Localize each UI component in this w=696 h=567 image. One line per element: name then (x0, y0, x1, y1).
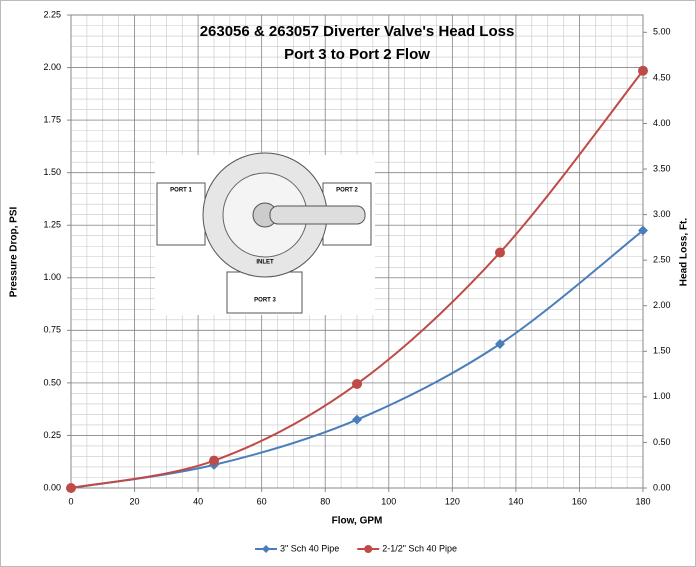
y-tick-label: 0.00 (43, 482, 61, 492)
y-tick-label: 0.75 (43, 325, 61, 335)
legend-label: 2-1/2" Sch 40 Pipe (382, 543, 457, 553)
x-tick-label: 60 (257, 496, 267, 506)
y2-tick-label: 4.00 (653, 118, 671, 128)
y-tick-label: 0.50 (43, 377, 61, 387)
y2-tick-label: 3.00 (653, 209, 671, 219)
image-label: PORT 1 (170, 188, 192, 194)
x-tick-label: 20 (130, 496, 140, 506)
x-tick-label: 120 (445, 496, 460, 506)
chart: 263056 & 263057 Diverter Valve's Head Lo… (0, 0, 696, 567)
marker (352, 379, 362, 389)
y-tick-label: 2.25 (43, 9, 61, 19)
y2-tick-label: 0.50 (653, 437, 671, 447)
image-label: PORT 2 (336, 188, 358, 194)
y-tick-label: 0.25 (43, 430, 61, 440)
valve-handle (270, 206, 365, 224)
y2-tick-label: 2.50 (653, 255, 671, 265)
y2-tick-label: 2.00 (653, 300, 671, 310)
x-tick-label: 140 (508, 496, 523, 506)
y2-tick-label: 4.50 (653, 72, 671, 82)
valve-image: PORT 1 PORT 2 PORT 3 INLET (155, 153, 375, 315)
y-tick-label: 1.00 (43, 272, 61, 282)
y2-tick-label: 1.00 (653, 391, 671, 401)
y-tick-label: 1.25 (43, 220, 61, 230)
x-tick-label: 100 (381, 496, 396, 506)
marker (209, 456, 219, 466)
image-label: INLET (256, 260, 274, 266)
marker (495, 248, 505, 258)
port-box (227, 272, 302, 313)
y-tick-label: 1.75 (43, 114, 61, 124)
y-axis-title: Pressure Drop, PSI (9, 206, 20, 297)
marker (638, 66, 648, 76)
y2-tick-label: 0.00 (653, 482, 671, 492)
legend-marker (364, 545, 372, 553)
x-tick-label: 180 (635, 496, 650, 506)
chart-subtitle: Port 3 to Port 2 Flow (284, 46, 430, 63)
y2-tick-label: 1.50 (653, 346, 671, 356)
x-axis-title: Flow, GPM (332, 516, 383, 527)
x-tick-label: 80 (320, 496, 330, 506)
marker (66, 483, 76, 493)
x-tick-label: 0 (68, 496, 73, 506)
y-tick-label: 2.00 (43, 62, 61, 72)
y2-axis-title: Head Loss, Ft. (679, 218, 690, 287)
y-tick-label: 1.50 (43, 167, 61, 177)
legend-label: 3" Sch 40 Pipe (280, 543, 339, 553)
image-label: PORT 3 (254, 298, 276, 304)
x-tick-label: 40 (193, 496, 203, 506)
chart-title: 263056 & 263057 Diverter Valve's Head Lo… (200, 23, 515, 40)
x-tick-label: 160 (572, 496, 587, 506)
y2-tick-label: 5.00 (653, 27, 671, 37)
y2-tick-label: 3.50 (653, 163, 671, 173)
